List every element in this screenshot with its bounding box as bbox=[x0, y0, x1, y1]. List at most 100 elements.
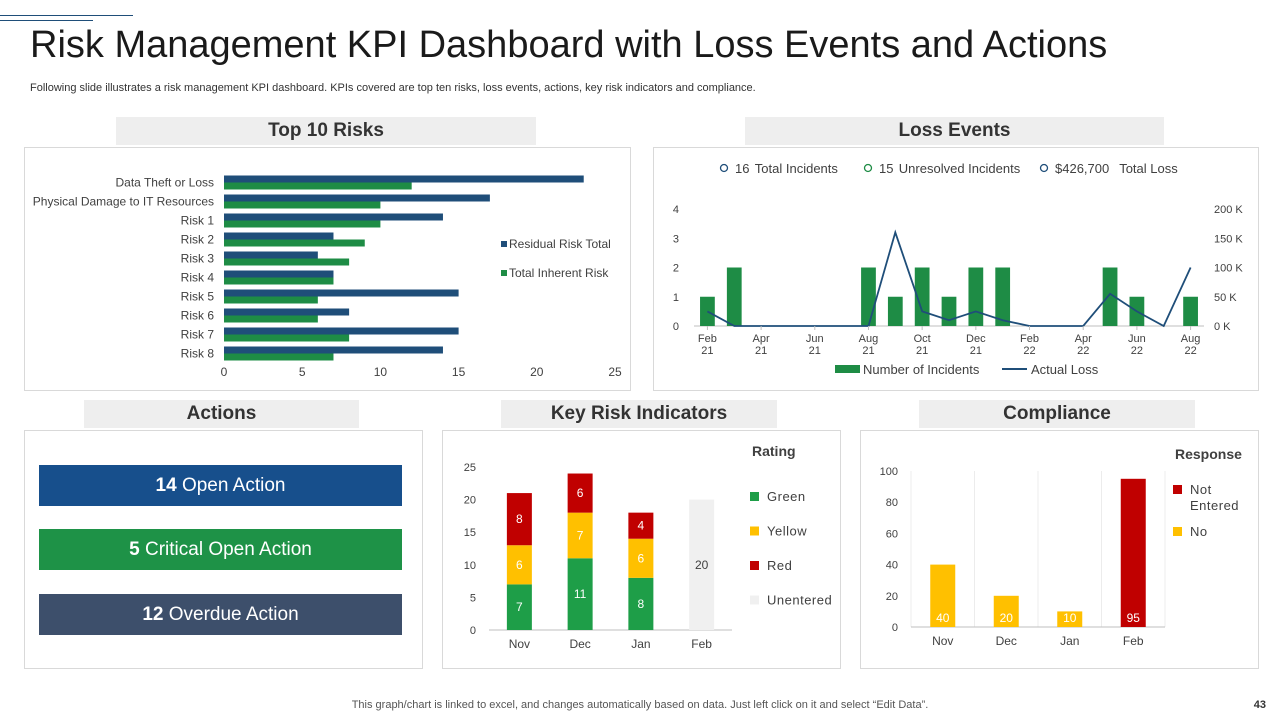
loss-legend-line-label: Actual Loss bbox=[1031, 362, 1099, 377]
inherent-risk-bar bbox=[224, 258, 350, 266]
legend-swatch bbox=[750, 492, 759, 501]
bar-red bbox=[628, 512, 654, 539]
risk-x-tick-label: 25 bbox=[608, 365, 622, 379]
loss-y-right-tick: 150 K bbox=[1214, 233, 1243, 245]
open-action-card[interactable]: 14 Open Action bbox=[39, 465, 402, 506]
risk-x-tick-label: 20 bbox=[530, 365, 544, 379]
data-label: 6 bbox=[577, 486, 584, 500]
loss-y-right-tick: 50 K bbox=[1214, 292, 1237, 304]
risk-legend-label: Residual Risk Total bbox=[509, 237, 611, 251]
actions-header: Actions bbox=[84, 400, 359, 428]
compliance-chart[interactable]: 0 20 40 60 80 100 Nov 40 Dec 20 Jan 10 Feb 95 Response… bbox=[861, 431, 1258, 668]
bar-green bbox=[567, 558, 593, 630]
legend-label: Yellow bbox=[767, 524, 807, 539]
loss-y-left-tick: 3 bbox=[673, 233, 679, 245]
data-label: 7 bbox=[577, 528, 584, 542]
inherent-risk-bar bbox=[224, 353, 334, 361]
loss-y-left-tick: 2 bbox=[673, 263, 679, 275]
incident-bar bbox=[1102, 267, 1118, 326]
bar-yellow bbox=[628, 538, 654, 578]
x-tick-label: Dec bbox=[996, 634, 1017, 648]
loss-y-right-tick: 0 K bbox=[1214, 321, 1231, 333]
legend-swatch bbox=[750, 526, 759, 536]
inherent-risk-bar bbox=[224, 334, 350, 342]
bar-red bbox=[506, 493, 532, 546]
critical-open-action-card[interactable]: 5 Critical Open Action bbox=[39, 529, 402, 570]
x-tick-label: Nov bbox=[932, 634, 953, 648]
loss-x-tick-year: 21 bbox=[701, 345, 713, 357]
actual-loss-line bbox=[706, 229, 1192, 328]
data-label: 7 bbox=[516, 600, 523, 614]
risk-category-label: Risk 7 bbox=[181, 328, 215, 342]
loss-summary-value: 15 bbox=[879, 161, 893, 176]
data-label: 4 bbox=[638, 519, 645, 533]
residual-risk-bar bbox=[224, 232, 334, 240]
bar-green bbox=[506, 584, 532, 630]
x-tick-label: Nov bbox=[509, 637, 530, 651]
loss-x-tick-month: Dec bbox=[966, 333, 986, 345]
data-label: 95 bbox=[1127, 611, 1141, 625]
loss-events-chart[interactable]: 16 Total Incidents 15 Unresolved Incidents $… bbox=[654, 148, 1258, 390]
overdue-action-card[interactable]: 12 Overdue Action bbox=[39, 594, 402, 635]
loss-x-tick-year: 22 bbox=[1184, 345, 1196, 357]
inherent-risk-bar bbox=[224, 182, 412, 190]
loss-x-tick-year: 22 bbox=[1077, 345, 1089, 357]
residual-risk-bar bbox=[224, 327, 459, 335]
y-tick-label: 0 bbox=[470, 625, 476, 637]
loss-y-left-tick: 1 bbox=[673, 292, 679, 304]
footnote: This graph/chart is linked to excel, and… bbox=[351, 699, 929, 711]
open-action-label: Open Action bbox=[181, 475, 286, 496]
top-risks-header: Top 10 Risks bbox=[116, 117, 536, 145]
risk-x-tick-label: 5 bbox=[299, 365, 306, 379]
data-label: 6 bbox=[516, 558, 523, 572]
inherent-risk-bar bbox=[224, 239, 365, 247]
inherent-risk-bar bbox=[224, 201, 381, 209]
loss-legend-bar-swatch bbox=[835, 365, 860, 373]
y-tick-label: 0 bbox=[892, 622, 898, 634]
loss-x-tick-year: 22 bbox=[1023, 345, 1035, 357]
inherent-risk-bar bbox=[224, 296, 318, 304]
incident-bar bbox=[887, 296, 903, 326]
top-risks-chart[interactable]: Data Theft or Loss Physical Damage to IT … bbox=[25, 148, 630, 390]
data-label: 8 bbox=[638, 597, 645, 611]
loss-x-tick-year: 21 bbox=[862, 345, 874, 357]
residual-risk-bar bbox=[224, 175, 584, 183]
legend-title: Rating bbox=[752, 443, 796, 459]
loss-events-panel: 16 Total Incidents 15 Unresolved Incidents $… bbox=[653, 147, 1259, 391]
y-tick-label: 10 bbox=[464, 560, 476, 572]
loss-y-right-tick: 100 K bbox=[1214, 263, 1243, 275]
legend-swatch bbox=[1173, 527, 1182, 536]
data-label: 6 bbox=[638, 551, 645, 565]
loss-x-tick-month: Feb bbox=[1020, 333, 1039, 345]
kri-chart[interactable]: 0 5 10 15 20 25 Nov 7 6 8 Dec 11 7 6 Jan 8 6 4 Feb 20 Rating… bbox=[443, 431, 840, 668]
risk-category-label: Risk 3 bbox=[181, 252, 215, 266]
top-accent-line-short bbox=[0, 20, 93, 21]
loss-x-tick-month: Jun bbox=[806, 333, 824, 345]
legend-swatch bbox=[750, 595, 759, 605]
x-tick-label: Feb bbox=[1123, 634, 1144, 648]
loss-summary-text: Total Incidents bbox=[755, 161, 839, 176]
risk-x-tick-label: 0 bbox=[221, 365, 228, 379]
kri-header: Key Risk Indicators bbox=[501, 400, 777, 428]
risk-x-tick-label: 15 bbox=[452, 365, 466, 379]
loss-x-tick-month: Aug bbox=[859, 333, 879, 345]
legend-swatch bbox=[1173, 485, 1182, 494]
compliance-header: Compliance bbox=[919, 400, 1195, 428]
x-tick-label: Feb bbox=[691, 637, 712, 651]
top-accent-line bbox=[0, 15, 133, 16]
data-label: 20 bbox=[695, 558, 709, 572]
residual-risk-bar bbox=[224, 194, 490, 202]
residual-risk-bar bbox=[224, 308, 350, 316]
incident-bar bbox=[995, 267, 1011, 326]
risk-category-label: Risk 8 bbox=[181, 347, 215, 361]
legend-label: Entered bbox=[1190, 498, 1239, 513]
y-tick-label: 80 bbox=[886, 497, 898, 509]
y-tick-label: 100 bbox=[880, 466, 898, 478]
legend-label: Red bbox=[767, 558, 792, 573]
bar-no bbox=[930, 564, 956, 627]
loss-x-tick-year: 21 bbox=[970, 345, 982, 357]
page-number: 43 bbox=[1253, 699, 1266, 711]
top-risks-panel: Data Theft or Loss Physical Damage to IT … bbox=[24, 147, 631, 391]
loss-x-tick-month: Oct bbox=[914, 333, 931, 345]
risk-category-label: Physical Damage to IT Resources bbox=[33, 195, 214, 209]
